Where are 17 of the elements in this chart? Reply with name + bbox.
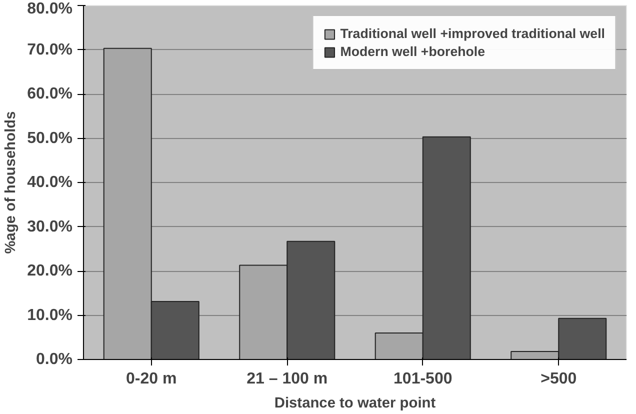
y-tick-label: 10.0% xyxy=(27,306,73,324)
y-tick-label: 60.0% xyxy=(27,86,73,102)
y-tick-label: 50.0% xyxy=(27,130,73,147)
y-tick-label: 20.0% xyxy=(27,262,73,280)
y-axis-title: %age of households xyxy=(3,111,20,254)
legend-label: Modern well +borehole xyxy=(340,44,485,59)
y-tick-label: 70.0% xyxy=(27,41,73,58)
y-tick-label: 40.0% xyxy=(27,174,73,191)
y-tick-label: 80.0% xyxy=(27,0,73,18)
x-tick-label: 21 – 100 m xyxy=(246,370,328,388)
x-tick-label: 101-500 xyxy=(394,370,452,388)
legend-label: Traditional well +improved traditional well xyxy=(340,26,605,41)
x-tick-label: 0-20 m xyxy=(126,370,177,388)
y-tick-label: 0.0% xyxy=(36,351,72,368)
y-tick-label: 30.0% xyxy=(27,218,73,236)
x-tick-label: >500 xyxy=(540,370,577,388)
x-axis-title: Distance to water point xyxy=(274,396,436,412)
